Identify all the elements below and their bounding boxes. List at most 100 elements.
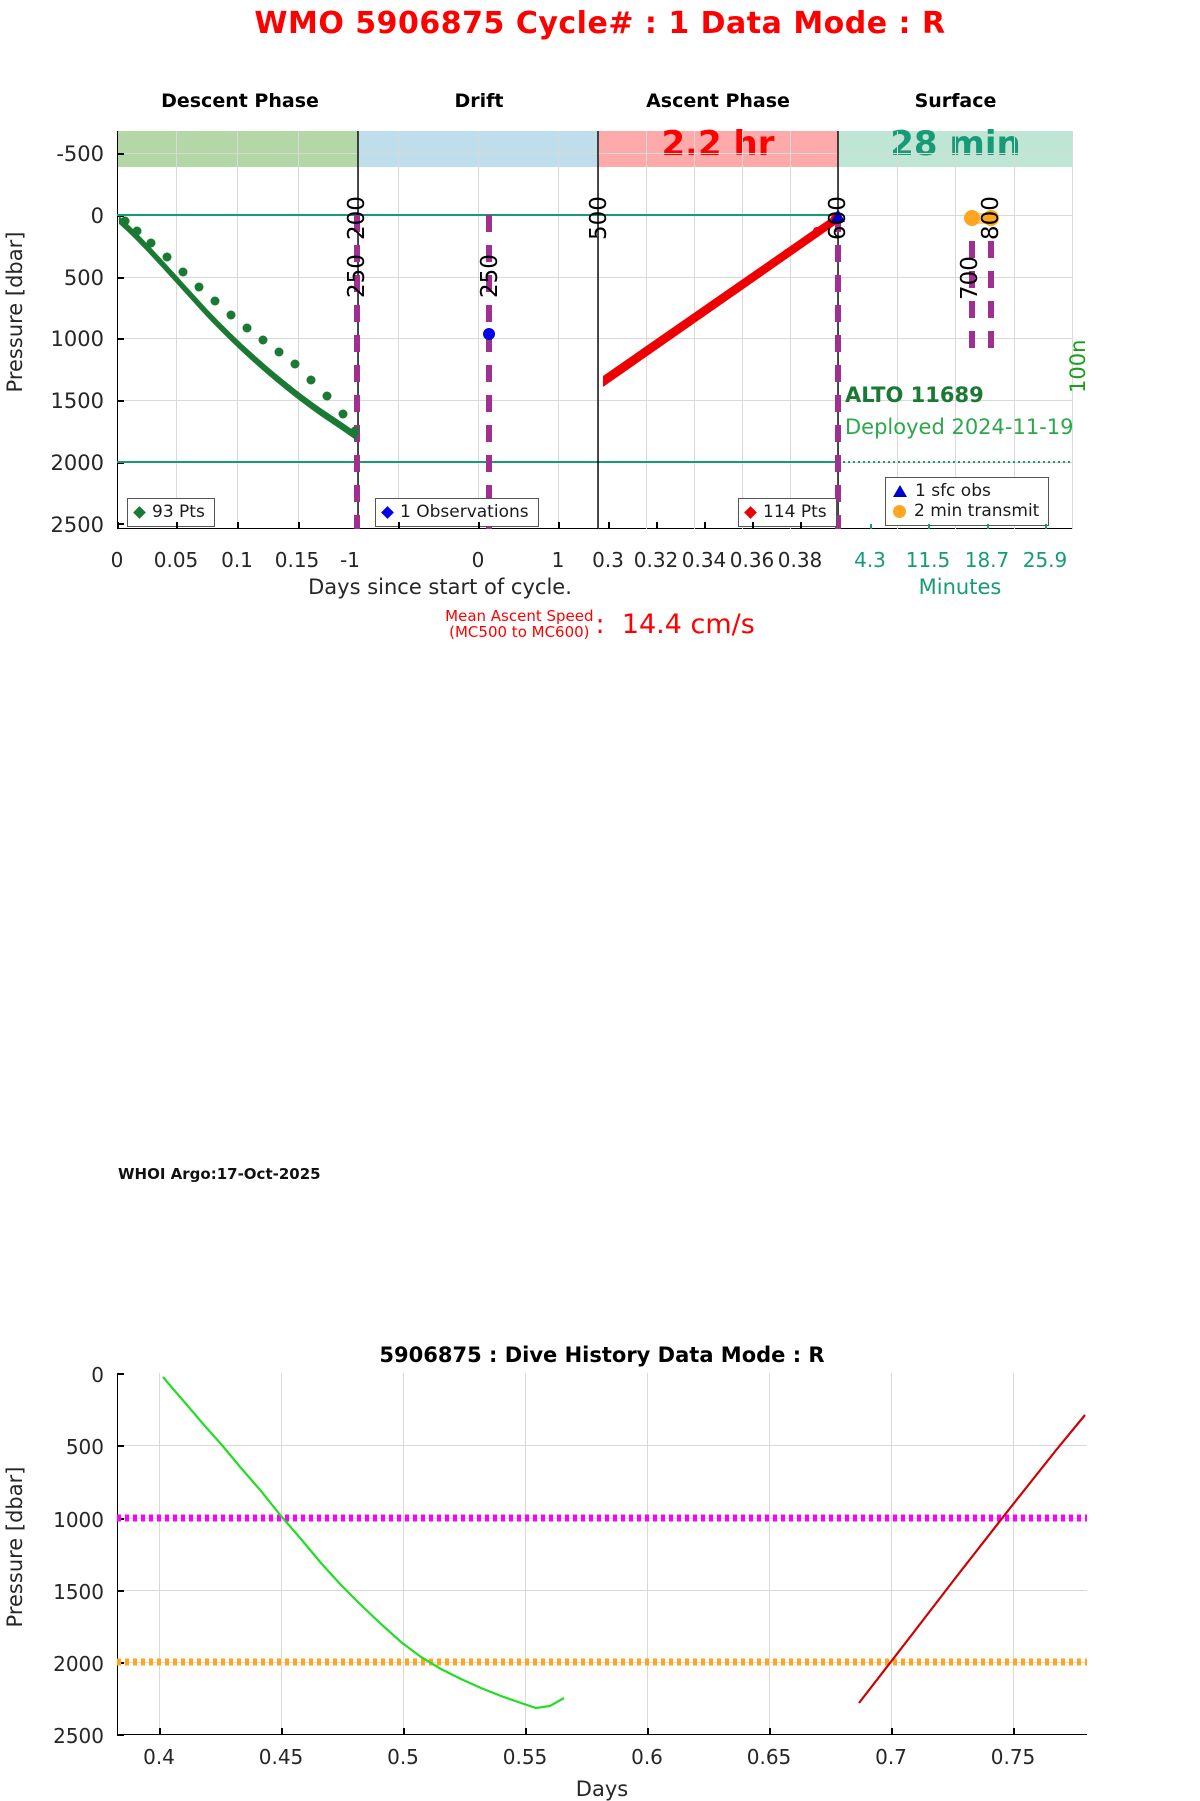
gridline (897, 131, 898, 529)
legend-label: 1 Observations (400, 502, 529, 522)
legend-drift: 1 Observations (375, 498, 539, 527)
x-tick-label: 4.3 (854, 548, 886, 572)
y-tick-label: 500 (63, 266, 104, 290)
x-tick (656, 522, 658, 529)
phase-title-drift: Drift (454, 90, 504, 112)
mean-ascent-label: Mean Ascent Speed (MC500 to MC600) (445, 608, 593, 640)
y-tick (117, 277, 124, 279)
mean-ascent-speed-annotation: Mean Ascent Speed (MC500 to MC600) : 14.… (0, 608, 1200, 640)
circle-marker-icon (893, 504, 906, 518)
cycle-phase-chart: Descent Phase Drift Ascent Phase Surface… (0, 0, 1200, 660)
phase-duration-ascent: 2.2 hr (661, 124, 775, 164)
x-tick-label: 0.1 (221, 548, 253, 572)
y-tick (117, 523, 124, 525)
descent-points (119, 216, 357, 441)
y-tick-label: -500 (56, 142, 104, 166)
y-tick-label: 0 (91, 1363, 104, 1387)
y-tick (117, 338, 124, 340)
x-tick-label: 11.5 (905, 548, 951, 572)
y-tick-label: 500 (65, 1435, 104, 1459)
gridline (694, 131, 695, 529)
y-tick-label: 2000 (50, 451, 104, 475)
mean-ascent-separator: : (595, 608, 605, 640)
drift-observation-point (483, 328, 495, 340)
legend-descent: 93 Pts (127, 498, 215, 527)
x-tick (117, 522, 119, 529)
gridline (1072, 131, 1073, 529)
mc-label-200: 200 (344, 196, 370, 240)
y-tick-label: 1000 (50, 327, 104, 351)
x-tick-label: 0.32 (633, 548, 679, 572)
surface-obs-marker (831, 209, 845, 222)
phase-band-ascent (598, 131, 838, 167)
x-tick (237, 522, 239, 529)
x-tick (281, 1728, 283, 1735)
x-tick-label: 0.45 (258, 1745, 304, 1769)
mc-label-250b: 250 (477, 254, 503, 298)
x-tick-label: 0.3 (592, 548, 624, 572)
x-tick (769, 1728, 771, 1735)
phase-title-surface: Surface (914, 90, 997, 112)
page-title: WMO 5906875 Cycle# : 1 Data Mode : R (254, 6, 946, 41)
gridline (298, 131, 299, 529)
y-tick-label: 1000 (53, 1508, 104, 1532)
x-tick-label: 18.7 (964, 548, 1010, 572)
mc-label-800: 800 (978, 196, 1004, 240)
legend-ascent: 114 Pts (738, 498, 837, 527)
gridline (790, 131, 791, 529)
gridline (117, 153, 1073, 154)
x-tick (558, 522, 560, 529)
x-tick-label: 0.5 (387, 1745, 419, 1769)
ascent-curve (858, 1414, 1086, 1704)
x-tick-label: 1 (551, 548, 565, 572)
x-tick (1013, 1728, 1015, 1735)
legend-label: 1 sfc obs (915, 481, 991, 501)
x-tick-label: 0 (110, 548, 124, 572)
mean-ascent-line1: Mean Ascent Speed (445, 607, 594, 625)
x-tick-label: -1 (340, 548, 360, 572)
x-tick (704, 522, 706, 529)
y-tick-label: 2500 (50, 513, 104, 537)
diamond-marker-icon (744, 505, 757, 519)
x-tick (647, 1728, 649, 1735)
x-tick-label: 25.9 (1022, 548, 1068, 572)
x-tick-label: 0.34 (681, 548, 727, 572)
x-tick-label: 0.38 (777, 548, 823, 572)
gridline (117, 400, 1073, 401)
x-tick (608, 522, 610, 529)
y-tick-label: 0 (90, 204, 104, 228)
ascent-points (603, 213, 838, 387)
gridline (646, 131, 647, 529)
x-tick-label: 0.55 (502, 1745, 548, 1769)
x-tick (1045, 524, 1047, 529)
x-tick (176, 522, 178, 529)
legend-label: 114 Pts (763, 502, 827, 522)
y-axis-title: Pressure [dbar] (3, 231, 27, 393)
gridline (237, 131, 238, 529)
y-tick-label: 2500 (53, 1724, 104, 1748)
gridline (558, 131, 559, 529)
float-id-annotation: ALTO 11689 (845, 383, 984, 407)
phase-title-descent: Descent Phase (161, 90, 319, 112)
x-tick (478, 522, 480, 529)
triangle-marker-icon (893, 485, 907, 497)
x-tick (870, 524, 872, 529)
x-axis-title: Days (575, 1777, 629, 1801)
y-tick-label: 1500 (50, 389, 104, 413)
mean-ascent-value: : 14.4 cm/s (594, 609, 755, 640)
x-tick (987, 524, 989, 529)
top-plot-frame (117, 131, 1073, 529)
gridline (955, 131, 956, 529)
mc-label-700: 700 (957, 256, 983, 300)
y-axis-title: Pressure [dbar] (3, 1466, 27, 1628)
mc-label-100n: 100n (1066, 339, 1090, 393)
gridline (1014, 131, 1015, 529)
footer-credit: WHOI Argo:17-Oct-2025 (118, 1165, 321, 1183)
x-tick (891, 1728, 893, 1735)
x-tick-label: 0.7 (875, 1745, 907, 1769)
gridline (117, 277, 1073, 278)
gridline (478, 131, 479, 529)
x-tick-label: 0.15 (274, 548, 320, 572)
x-tick-label: 0.05 (153, 548, 199, 572)
mean-ascent-line2: (MC500 to MC600) (449, 623, 590, 641)
